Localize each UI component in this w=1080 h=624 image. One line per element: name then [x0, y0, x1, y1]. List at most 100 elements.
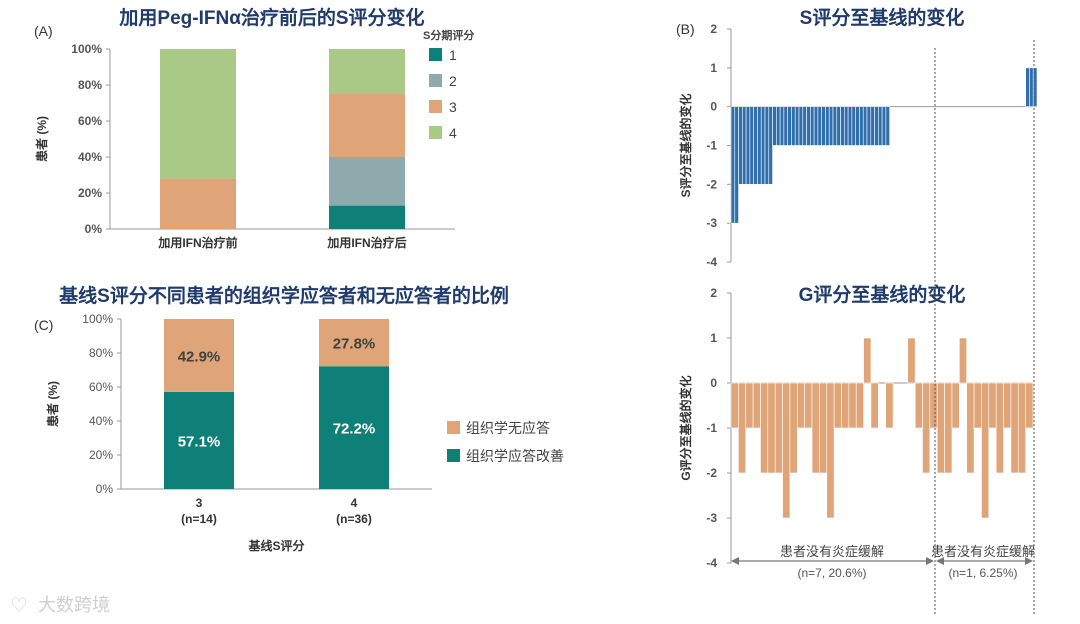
y-tick-label: 2: [710, 22, 717, 36]
arrowhead-right: [926, 557, 934, 565]
waterfall-bar: [791, 106, 796, 146]
y-tick-label: 100%: [71, 42, 102, 56]
waterfall-bar: [832, 106, 838, 146]
panel-b-top-title: S评分至基线的变化: [800, 6, 965, 29]
data-label: 72.2%: [333, 421, 376, 438]
data-label: 27.8%: [333, 336, 376, 353]
waterfall-bar: [966, 382, 975, 474]
bar-segment: [160, 178, 236, 229]
waterfall-bar: [753, 106, 758, 185]
y-tick-label: 80%: [89, 346, 113, 360]
y-tick-label: -1: [706, 139, 717, 153]
waterfall-bar: [981, 382, 990, 519]
waterfall-bar: [878, 106, 883, 146]
arrowhead-left: [731, 557, 739, 565]
waterfall-bar: [821, 106, 826, 146]
waterfall-bar: [787, 106, 792, 146]
waterfall-bar: [885, 106, 890, 146]
waterfall-bar: [730, 382, 739, 429]
y-tick-label: 40%: [89, 414, 113, 428]
panel-a-legend-title: S分期评分: [423, 28, 474, 42]
x-tick-sublabel: (n=14): [181, 512, 217, 526]
waterfall-bar: [749, 106, 754, 185]
y-axis-label: 患者 (%): [45, 381, 60, 427]
panel-c-label: (C): [34, 317, 53, 333]
waterfall-bar: [959, 337, 968, 384]
y-tick-label: 40%: [78, 150, 102, 164]
y-tick-label: 1: [710, 331, 717, 345]
waterfall-bar: [833, 382, 842, 429]
waterfall-bar: [907, 337, 916, 384]
waterfall-bar: [1025, 67, 1030, 107]
waterfall-bar: [826, 382, 835, 519]
waterfall-bar: [806, 106, 811, 146]
x-axis-label: 基线S评分: [247, 538, 304, 553]
waterfall-bar: [944, 382, 953, 474]
waterfall-bar: [1029, 67, 1034, 107]
annotation-text: 患者没有炎症缓解: [780, 544, 884, 559]
waterfall-bar: [760, 382, 769, 474]
y-tick-label: 60%: [89, 380, 113, 394]
y-axis-label: 患者 (%): [34, 116, 49, 162]
y-axis-label: G评分至基线的变化: [678, 375, 693, 480]
legend-swatch: [447, 449, 460, 462]
x-tick-label: 3: [196, 496, 203, 510]
legend-swatch: [429, 126, 442, 139]
bar-segment: [319, 319, 389, 367]
waterfall-bar: [973, 382, 982, 429]
y-tick-label: 20%: [78, 186, 102, 200]
waterfall-bar: [767, 382, 776, 474]
panel-b: (B) S评分至基线的变化 G评分至基线的变化 -4 -3 -2 -1 0 1 2 S评分至基…: [676, 6, 1038, 614]
panel-c-title: 基线S评分不同患者的组织学应答者和无应答者的比例: [58, 284, 509, 307]
bar-segment: [160, 49, 236, 179]
y-tick-label: 100%: [82, 312, 113, 326]
waterfall-bar: [836, 106, 841, 146]
waterfall-bar: [848, 382, 857, 429]
data-label: 57.1%: [178, 433, 221, 450]
bar-segment: [329, 157, 405, 206]
waterfall-bar: [782, 382, 791, 519]
waterfall-bar: [1017, 382, 1026, 474]
y-tick-label: 0: [710, 376, 717, 390]
waterfall-bar: [768, 106, 773, 185]
waterfall-bar: [738, 106, 743, 185]
waterfall-bar: [757, 106, 762, 185]
waterfall-bar: [764, 106, 770, 185]
waterfall-bar: [855, 382, 864, 429]
waterfall-bar: [929, 382, 938, 429]
legend-swatch: [429, 100, 442, 113]
waterfall-bar: [745, 382, 754, 429]
y-tick-label: 80%: [78, 78, 102, 92]
waterfall-bar: [1025, 382, 1034, 429]
waterfall-bar: [774, 382, 783, 474]
x-tick-label: 加用IFN治疗后: [326, 235, 406, 250]
y-tick-label: -3: [706, 216, 717, 230]
y-tick-label: 0%: [85, 222, 103, 236]
y-tick-label: -4: [706, 556, 717, 570]
x-tick-sublabel: (n=36): [336, 512, 372, 526]
y-tick-label: 0%: [96, 482, 114, 496]
waterfall-bar: [828, 106, 834, 146]
y-tick-label: -1: [706, 421, 717, 435]
legend-label: 组织学应答改善: [466, 448, 564, 464]
y-tick-label: 0: [710, 100, 717, 114]
waterfall-bar: [988, 382, 997, 429]
waterfall-bar: [772, 106, 777, 146]
waterfall-bar: [1003, 382, 1012, 429]
arrowhead-left: [936, 557, 944, 565]
waterfall-bar: [745, 106, 751, 185]
waterfall-bar: [870, 106, 875, 146]
panel-a: 加用Peg-IFNα治疗前后的S评分变化 (A) S分期评分 0% 20% 40% 6…: [34, 6, 474, 250]
waterfall-bar: [817, 106, 822, 146]
waterfall-bar: [794, 106, 800, 146]
waterfall-bar: [811, 382, 820, 474]
y-tick-label: -4: [706, 255, 717, 269]
waterfall-bar: [1032, 67, 1038, 107]
y-tick-label: -2: [706, 466, 717, 480]
watermark-text: 大数跨境: [38, 595, 110, 615]
watermark-logo-icon: ♡: [10, 595, 28, 617]
bar-segment: [164, 391, 234, 489]
bar-segment: [319, 366, 389, 489]
waterfall-bar: [730, 106, 736, 224]
